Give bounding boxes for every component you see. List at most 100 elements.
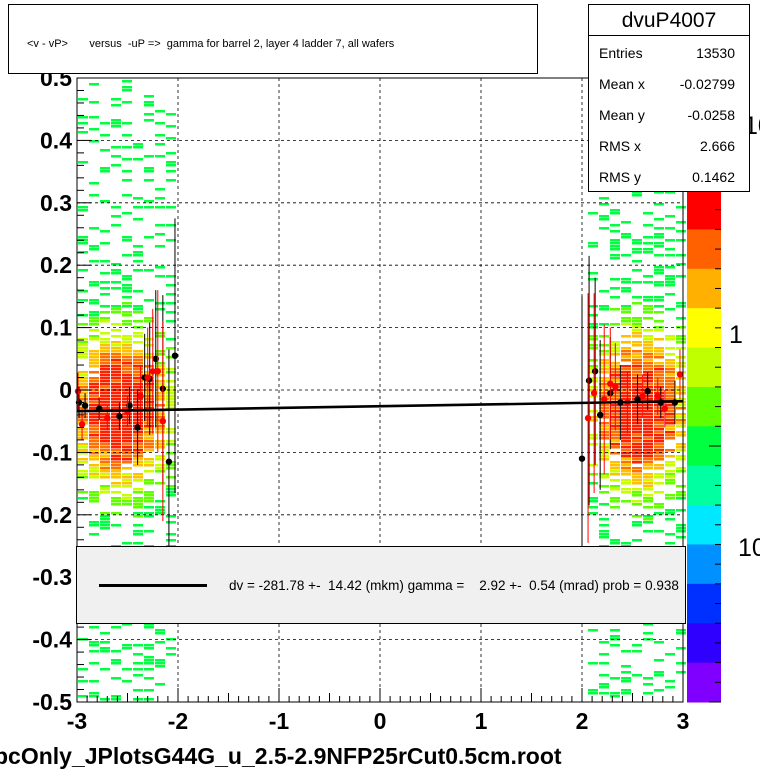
heat-cell	[632, 446, 642, 449]
heat-cell	[643, 308, 653, 311]
heat-cell	[111, 98, 121, 101]
heat-cell	[654, 254, 664, 257]
heat-cell	[588, 278, 598, 281]
data-point	[171, 352, 179, 359]
heat-cell	[89, 335, 99, 338]
heat-cell	[122, 356, 132, 359]
heat-cell	[621, 281, 631, 284]
heat-cell	[122, 458, 132, 461]
heat-cell	[122, 362, 132, 365]
heat-cell	[665, 281, 675, 284]
heat-cell	[665, 422, 675, 425]
heat-cell	[78, 497, 88, 500]
heat-cell	[610, 479, 620, 482]
heat-cell	[654, 464, 664, 467]
heat-cell	[665, 248, 675, 251]
heat-cell	[111, 164, 121, 167]
heat-cell	[100, 524, 110, 527]
heat-cell	[100, 407, 110, 410]
heat-cell	[133, 359, 143, 362]
heat-cell	[665, 542, 675, 545]
heat-cell	[632, 377, 642, 380]
heat-cell	[133, 473, 143, 476]
heat-cell	[100, 515, 110, 518]
heat-cell	[621, 434, 631, 437]
heat-cell	[144, 668, 154, 671]
heat-cell	[122, 374, 132, 377]
heat-cell	[588, 335, 598, 338]
heat-cell	[676, 485, 686, 488]
heat-cell	[89, 248, 99, 251]
data-point	[116, 413, 123, 420]
heat-cell	[111, 104, 121, 107]
heat-cell	[144, 623, 154, 626]
heat-cell	[144, 494, 154, 497]
heat-cell	[676, 416, 686, 419]
heat-cell	[111, 215, 121, 218]
heat-cell	[111, 431, 121, 434]
heat-cell	[588, 464, 598, 467]
heat-cell	[155, 446, 165, 449]
heat-cell	[144, 689, 154, 692]
heat-cell	[599, 524, 609, 527]
heat-cell	[632, 521, 642, 524]
heat-cell	[100, 488, 110, 491]
heat-cell	[621, 437, 631, 440]
heat-cell	[632, 404, 642, 407]
heat-cell	[122, 500, 132, 503]
heat-cell	[111, 659, 121, 662]
heat-cell	[676, 536, 686, 539]
heat-cell	[665, 518, 675, 521]
heat-cell	[621, 236, 631, 239]
heat-cell	[89, 413, 99, 416]
heat-cell	[621, 317, 631, 320]
heat-cell	[643, 482, 653, 485]
heat-cell	[610, 638, 620, 641]
heat-cell	[632, 371, 642, 374]
stats-label: RMS y	[599, 169, 641, 185]
heat-cell	[621, 449, 631, 452]
heat-cell	[144, 446, 154, 449]
heat-cell	[111, 155, 121, 158]
heat-cell	[166, 293, 176, 296]
heat-cell	[676, 206, 686, 209]
heat-cell	[100, 698, 110, 701]
heat-cell	[654, 434, 664, 437]
heat-cell	[665, 464, 675, 467]
heat-cell	[610, 296, 620, 299]
heat-cell	[144, 461, 154, 464]
heat-cell	[111, 308, 121, 311]
heat-cell	[166, 164, 176, 167]
heat-cell	[654, 296, 664, 299]
heat-cell	[122, 284, 132, 287]
heat-cell	[643, 362, 653, 365]
data-point	[78, 421, 86, 428]
heat-cell	[144, 419, 154, 422]
heat-cell	[632, 494, 642, 497]
heat-cell	[122, 347, 132, 350]
heat-cell	[89, 449, 99, 452]
heat-cell	[610, 209, 620, 212]
heat-cell	[100, 362, 110, 365]
heat-cell	[588, 386, 598, 389]
heat-cell	[89, 446, 99, 449]
heat-cell	[155, 464, 165, 467]
heat-cell	[122, 365, 132, 368]
heat-cell	[78, 680, 88, 683]
heat-cell	[654, 311, 664, 314]
heat-cell	[166, 404, 176, 407]
heat-cell	[621, 392, 631, 395]
heat-cell	[654, 455, 664, 458]
heat-cell	[78, 242, 88, 245]
heat-cell	[632, 482, 642, 485]
heat-cell	[89, 284, 99, 287]
heat-cell	[144, 269, 154, 272]
heat-cell	[621, 290, 631, 293]
heat-cell	[155, 431, 165, 434]
heat-cell	[654, 437, 664, 440]
heat-cell	[588, 242, 598, 245]
heat-cell	[122, 497, 132, 500]
stats-label: Mean y	[599, 107, 645, 123]
heat-cell	[665, 380, 675, 383]
heat-cell	[632, 500, 642, 503]
